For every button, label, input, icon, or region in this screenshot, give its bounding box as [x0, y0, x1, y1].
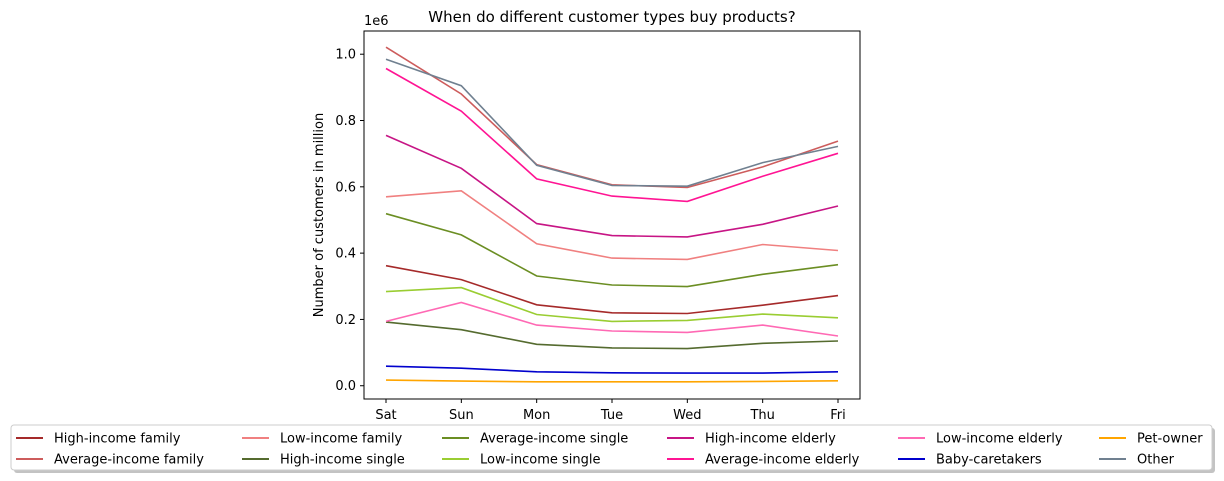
y-tick-label: 0.0 [335, 379, 356, 394]
x-tick-label: Wed [673, 408, 701, 423]
series-layer [385, 46, 839, 383]
series-line-low-income-elderly [385, 301, 839, 337]
series-line-high-income-family [385, 264, 839, 315]
chart-title: When do different customer types buy pro… [428, 8, 795, 26]
legend: High-income family Average-income family L… [10, 424, 1215, 473]
legend-label-high-income-elderly: High-income elderly [705, 432, 836, 447]
legend-label-other: Other [1137, 453, 1175, 468]
x-tick-label: Sun [449, 408, 474, 423]
y-tick-label: 1.0 [335, 48, 356, 63]
x-axis: Sat Sun Mon Tue Wed Thu Fri [375, 399, 846, 423]
legend-label-high-income-single: High-income single [280, 453, 405, 468]
legend-label-low-income-family: Low-income family [280, 432, 402, 447]
legend-label-pet-owner: Pet-owner [1137, 432, 1203, 447]
series-line-high-income-single [385, 321, 839, 350]
legend-label-average-income-single: Average-income single [480, 432, 628, 447]
series-line-average-income-family [385, 46, 839, 189]
y-axis-title: Number of customers in million [312, 113, 327, 317]
x-tick-label: Mon [523, 408, 550, 423]
series-line-low-income-single [385, 286, 839, 323]
legend-label-high-income-family: High-income family [54, 432, 181, 447]
series-line-high-income-elderly [385, 134, 839, 238]
series-line-other [385, 58, 839, 188]
y-axis-offset-label: 1e6 [364, 14, 389, 29]
legend-label-baby-caretakers: Baby-caretakers [936, 453, 1042, 468]
x-tick-label: Thu [749, 408, 774, 423]
plot-area-frame [363, 30, 861, 400]
y-tick-label: 0.6 [335, 180, 356, 195]
series-line-low-income-family [385, 189, 839, 261]
x-tick-label: Sat [375, 408, 396, 423]
legend-label-average-income-family: Average-income family [54, 453, 204, 468]
y-tick-label: 0.2 [335, 313, 356, 328]
x-tick-label: Fri [830, 408, 846, 423]
legend-label-average-income-elderly: Average-income elderly [705, 453, 860, 468]
legend-label-low-income-elderly: Low-income elderly [936, 432, 1063, 447]
series-line-average-income-single [385, 212, 839, 288]
series-line-average-income-elderly [385, 67, 839, 203]
y-axis: 0.0 0.2 0.4 0.6 0.8 1.0 [335, 48, 364, 394]
series-line-pet-owner [385, 379, 839, 383]
y-tick-label: 0.8 [335, 114, 356, 129]
legend-label-low-income-single: Low-income single [480, 453, 601, 468]
x-tick-label: Tue [600, 408, 623, 423]
y-tick-label: 0.4 [335, 247, 356, 262]
series-line-baby-caretakers [385, 365, 839, 374]
